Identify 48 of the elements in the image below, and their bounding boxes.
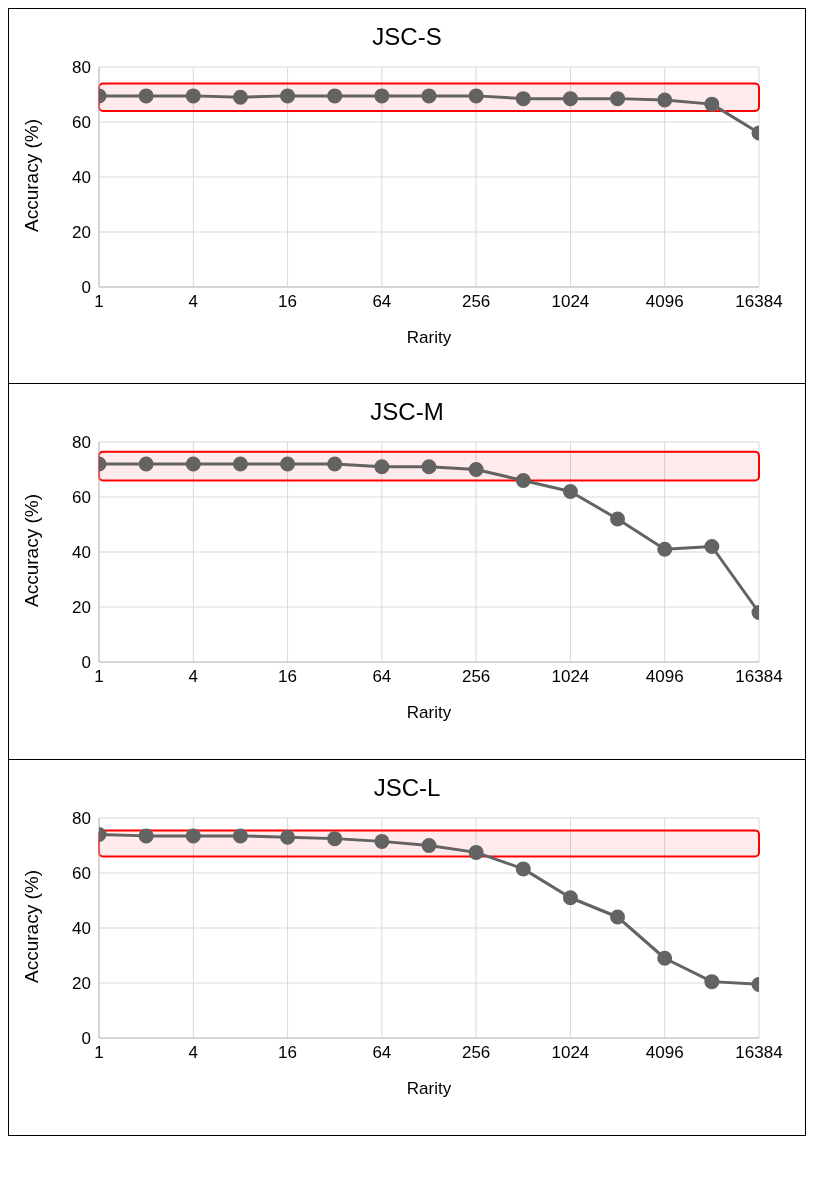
y-axis-title: Accuracy (%) bbox=[20, 870, 42, 983]
x-tick-label: 64 bbox=[372, 667, 392, 687]
x-tick-label: 1 bbox=[94, 292, 104, 312]
y-tick-label: 60 bbox=[72, 113, 91, 133]
x-tick-label: 4096 bbox=[645, 667, 684, 687]
x-axis-title: Rarity bbox=[406, 328, 452, 347]
x-axis-title: Rarity bbox=[406, 1079, 452, 1098]
y-tick-label: 80 bbox=[72, 58, 91, 78]
x-tick-label: 256 bbox=[461, 292, 491, 312]
y-tick-label: 20 bbox=[72, 598, 91, 618]
x-tick-label: 1 bbox=[94, 1043, 104, 1063]
x-tick-label: 1024 bbox=[551, 1043, 590, 1063]
x-tick-label: 4 bbox=[188, 292, 199, 312]
x-tick-label: 16384 bbox=[735, 1043, 783, 1063]
x-tick-label: 16384 bbox=[735, 667, 783, 687]
y-tick-label: 40 bbox=[72, 919, 91, 939]
x-tick-label: 4 bbox=[188, 1043, 199, 1063]
y-tick-label: 40 bbox=[72, 543, 91, 563]
x-tick-label: 16 bbox=[278, 1043, 298, 1063]
y-axis-title: Accuracy (%) bbox=[20, 119, 42, 232]
y-tick-label: 0 bbox=[81, 1029, 91, 1049]
x-tick-label: 64 bbox=[372, 292, 392, 312]
x-tick-label: 4096 bbox=[645, 292, 684, 312]
x-tick-label: 1 bbox=[94, 667, 104, 687]
y-tick-label: 60 bbox=[72, 488, 91, 508]
x-tick-label: 256 bbox=[461, 1043, 491, 1063]
chart-title: JSC-L bbox=[372, 773, 442, 803]
chart-title: JSC-S bbox=[371, 22, 443, 52]
y-tick-label: 0 bbox=[81, 278, 91, 298]
x-tick-label: 64 bbox=[372, 1043, 392, 1063]
x-tick-label: 4096 bbox=[645, 1043, 684, 1063]
y-tick-label: 0 bbox=[81, 653, 91, 673]
y-axis-title: Accuracy (%) bbox=[20, 494, 42, 607]
y-tick-label: 60 bbox=[72, 864, 91, 884]
y-tick-label: 80 bbox=[72, 809, 91, 829]
x-tick-label: 16384 bbox=[735, 292, 783, 312]
chart-title: JSC-M bbox=[369, 397, 445, 427]
y-tick-label: 20 bbox=[72, 223, 91, 243]
x-tick-label: 256 bbox=[461, 667, 491, 687]
x-tick-label: 16 bbox=[278, 667, 298, 687]
x-tick-label: 1024 bbox=[551, 292, 590, 312]
x-tick-label: 1024 bbox=[551, 667, 590, 687]
y-tick-label: 40 bbox=[72, 168, 91, 188]
y-tick-label: 80 bbox=[72, 433, 91, 453]
x-tick-label: 4 bbox=[188, 667, 199, 687]
x-tick-label: 16 bbox=[278, 292, 298, 312]
x-axis-title: Rarity bbox=[406, 703, 452, 722]
y-tick-label: 20 bbox=[72, 974, 91, 994]
